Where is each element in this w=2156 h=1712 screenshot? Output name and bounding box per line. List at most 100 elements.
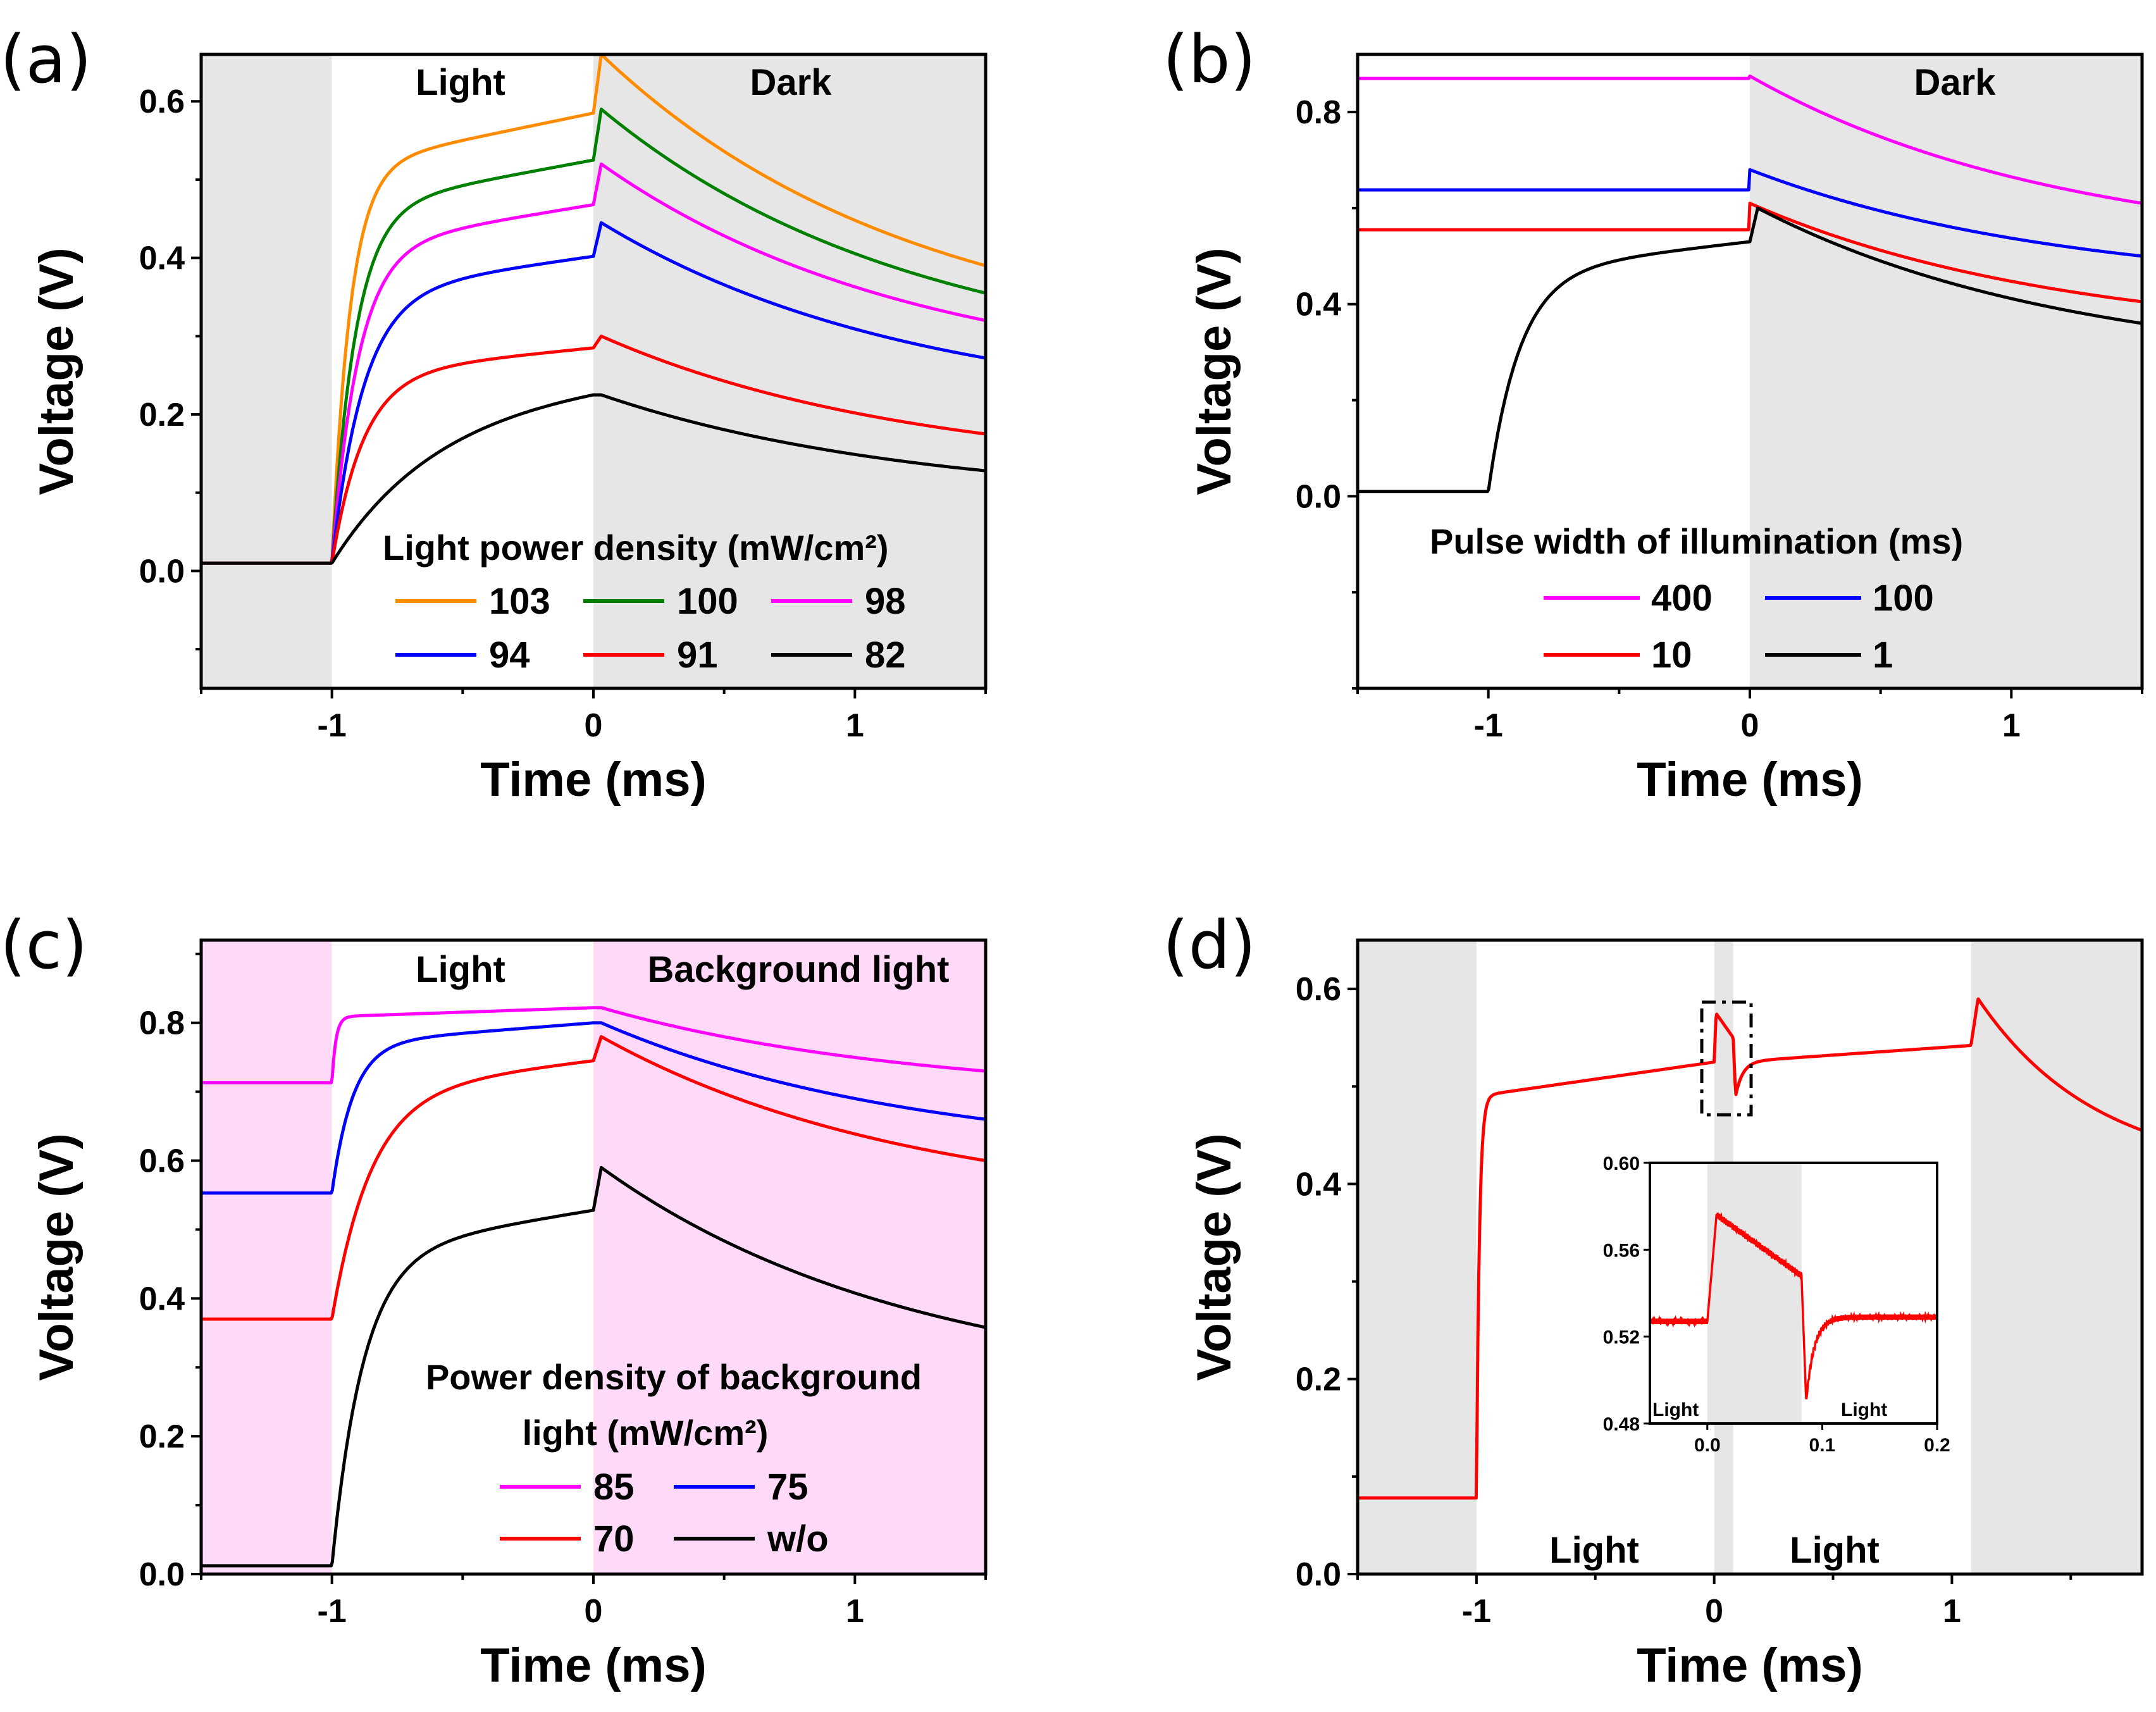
y-tick-label-b: 0.4 <box>1296 287 1341 323</box>
series-line-b-400 <box>1357 74 2143 205</box>
inset-y-tick-label: 0.60 <box>1603 1153 1640 1174</box>
shaded-regions-c <box>201 940 986 1574</box>
legend-title-a: Light power density (mW/cm²) <box>383 528 889 568</box>
inset-ticks: 0.0 0.1 0.2 0.48 0.52 0.56 0.60 <box>1603 1153 1950 1456</box>
series-group-a <box>201 53 986 565</box>
panel-label-d: (d) <box>1163 907 1256 984</box>
y-tick-label-b: 0.0 <box>1296 478 1341 515</box>
legend-title-c-line2: light (mW/cm²) <box>523 1413 769 1453</box>
ticks-a: -1 0 1 0.0 0.2 0.4 0.6 <box>139 84 987 744</box>
legend-label-a: 94 <box>489 635 530 676</box>
inset-shade <box>1707 1163 1802 1424</box>
y-tick-label-c: 0.8 <box>139 1005 185 1042</box>
region-b-1 <box>1750 54 2142 688</box>
panel-a: (a) Light Dark -1 0 1 0.0 0.2 0.4 0.6 Time (ms… <box>0 21 988 807</box>
y-tick-label-c: 0.4 <box>139 1281 185 1317</box>
inset-label-light-1: Light <box>1652 1399 1699 1420</box>
x-tick-label-b: 0 <box>1741 707 1759 744</box>
legend-label-b: 100 <box>1873 578 1934 619</box>
panel-c: (c) Light Background light -1 0 1 0.0 0.2 0.4… <box>0 907 988 1692</box>
inset-x-tick-label: 0.1 <box>1809 1435 1836 1456</box>
x-tick-label-c: 0 <box>585 1593 603 1630</box>
y-tick-label-d: 0.6 <box>1296 971 1341 1008</box>
x-tick-label-a: -1 <box>318 707 347 744</box>
inset-y-tick-label: 0.48 <box>1603 1414 1640 1435</box>
series-line-c-85 <box>201 1006 986 1084</box>
inset-d: 0.0 0.1 0.2 0.48 0.52 0.56 0.60 Light Light <box>1603 1153 1950 1456</box>
x-tick-label-a: 0 <box>585 707 603 744</box>
shaded-regions-b <box>1358 54 2142 688</box>
series-line-c-70 <box>201 1035 986 1321</box>
legend-label-a: 103 <box>489 581 550 622</box>
y-axis-title-a: Voltage (V) <box>30 247 84 495</box>
legend-title-b: Pulse width of illumination (ms) <box>1430 521 1963 561</box>
x-tick-label-c: -1 <box>318 1593 347 1630</box>
region-c-0 <box>201 940 332 1574</box>
legend-label-c: 75 <box>767 1467 808 1508</box>
y-axis-title-b: Voltage (V) <box>1187 247 1241 495</box>
inset-y-tick-label: 0.52 <box>1603 1327 1640 1348</box>
y-tick-label-c: 0.0 <box>139 1556 185 1593</box>
legend-title-c-line1: Power density of background <box>426 1357 922 1397</box>
x-axis-title-a: Time (ms) <box>480 753 707 807</box>
legend-label-a: 100 <box>677 581 738 622</box>
inset-frame <box>1649 1162 1938 1425</box>
y-tick-label-a: 0.4 <box>139 240 185 277</box>
y-tick-label-d: 0.0 <box>1296 1556 1341 1593</box>
region-label-light-a: Light <box>416 62 505 103</box>
legend-label-c: 85 <box>593 1467 635 1508</box>
x-axis-title-b: Time (ms) <box>1637 753 1863 807</box>
series-line-c-75 <box>201 1021 986 1195</box>
panel-label-a: (a) <box>0 21 92 98</box>
series-line-a-82 <box>201 393 986 565</box>
y-tick-label-a: 0.2 <box>139 397 185 433</box>
series-line-b-10 <box>1357 201 2143 304</box>
y-tick-label-d: 0.4 <box>1296 1166 1341 1203</box>
x-axis-title-d: Time (ms) <box>1637 1639 1863 1692</box>
legend-label-a: 91 <box>677 635 718 676</box>
panel-d: (d) Light Light -1 0 1 0.0 0.2 0.4 0.6 Time (m… <box>1163 907 2144 1692</box>
legend-label-a: 82 <box>865 635 906 676</box>
region-label-dark-b: Dark <box>1914 62 1997 103</box>
region-label-background-c: Background light <box>648 949 950 990</box>
x-tick-label-b: 1 <box>2002 707 2021 744</box>
legend-label-a: 98 <box>865 581 906 622</box>
panel-label-c: (c) <box>0 907 87 984</box>
shaded-regions-a <box>201 54 986 688</box>
series-line-c-wo <box>201 1165 986 1568</box>
y-tick-label-a: 0.0 <box>139 553 185 590</box>
legend-label-b: 400 <box>1651 578 1713 619</box>
region-label-light-c: Light <box>416 949 505 990</box>
y-tick-label-a: 0.6 <box>139 84 185 120</box>
region-label-light-d1: Light <box>1549 1530 1639 1571</box>
x-tick-label-d: -1 <box>1462 1593 1491 1630</box>
inset-series <box>1649 1212 1938 1399</box>
panel-b: (b) Dark -1 0 1 0.0 0.4 0.8 Time (ms) Voltage… <box>1163 21 2144 807</box>
legend-b: 400 100 10 1 <box>1544 578 1934 676</box>
y-tick-label-c: 0.2 <box>139 1418 185 1455</box>
inset-y-tick-label: 0.56 <box>1603 1240 1640 1261</box>
region-a-0 <box>201 54 332 688</box>
y-tick-label-c: 0.6 <box>139 1143 185 1180</box>
legend-label-b: 10 <box>1651 635 1692 676</box>
x-tick-label-d: 0 <box>1705 1593 1723 1630</box>
legend-label-b: 1 <box>1873 635 1893 676</box>
y-tick-label-b: 0.8 <box>1296 94 1341 131</box>
x-tick-label-b: -1 <box>1474 707 1503 744</box>
x-axis-title-c: Time (ms) <box>480 1639 707 1692</box>
y-axis-title-d: Voltage (V) <box>1187 1133 1241 1380</box>
region-a-2 <box>593 54 986 688</box>
inset-x-tick-label: 0.2 <box>1924 1435 1950 1456</box>
ticks-d: -1 0 1 0.0 0.2 0.4 0.6 <box>1296 971 2072 1630</box>
y-axis-title-c: Voltage (V) <box>30 1133 84 1380</box>
zoom-box-d <box>1700 1000 1753 1117</box>
region-b-0 <box>1358 54 1750 688</box>
series-line-b-100 <box>1357 168 2143 258</box>
ticks-b: -1 0 1 0.0 0.4 0.8 <box>1296 94 2143 744</box>
panel-label-b: (b) <box>1163 21 1256 98</box>
inset-shade-region <box>1707 1163 1802 1424</box>
x-tick-label-d: 1 <box>1943 1593 1961 1630</box>
x-tick-label-c: 1 <box>846 1593 864 1630</box>
plot-frame-d <box>1356 938 2144 1576</box>
